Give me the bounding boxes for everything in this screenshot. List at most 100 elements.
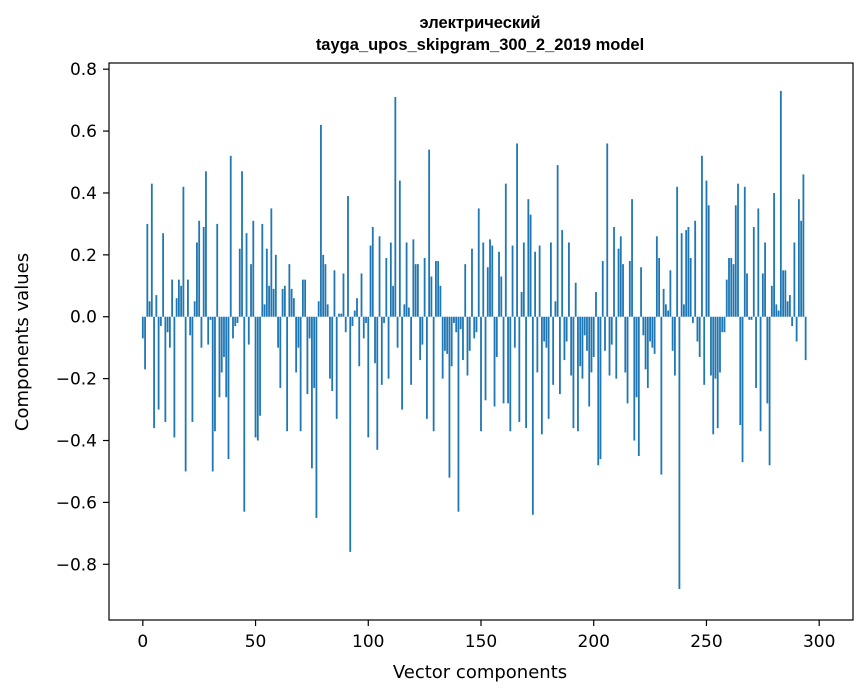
bar [574,282,577,317]
bar [549,242,552,317]
bar [423,257,426,317]
bar [322,254,325,317]
bar [750,316,753,320]
bar [211,316,214,472]
bar [491,245,494,317]
bar [338,313,340,317]
bar [367,316,370,438]
bar [281,288,284,317]
bar [446,316,449,354]
bar [793,242,796,317]
bar [552,316,555,385]
bar [662,288,665,317]
bar [741,316,744,463]
bar [441,316,444,379]
bar [710,316,712,376]
bar [205,171,207,317]
bar [779,90,782,317]
bar [311,316,313,469]
bar [728,257,730,317]
bar [759,316,762,432]
bar [635,316,638,398]
bar [301,279,304,317]
bar [714,316,717,379]
bar [633,316,636,441]
bar [788,295,791,317]
bar [166,316,169,333]
bar [283,285,286,317]
bar [419,316,422,361]
bar [457,316,460,512]
bar [459,316,462,330]
bar [565,316,568,342]
bar [220,316,223,373]
bar [590,316,593,373]
bar [347,196,349,317]
bar [250,264,252,317]
bar [477,208,480,317]
y-tick-label: 0.8 [70,60,97,80]
bar [581,316,584,379]
bar [378,236,381,317]
bar [329,316,331,379]
bar [398,180,401,317]
bar [437,261,440,317]
bar [752,227,755,317]
bar [175,298,178,317]
bar [450,316,453,367]
bar [229,155,232,317]
bar [317,301,320,317]
bar [572,316,575,429]
x-axis-label: Vector components [393,662,567,683]
bar [622,264,624,317]
bar [583,316,586,336]
bar [489,239,491,317]
bar [507,316,509,404]
y-tick-label: −0.2 [56,370,97,390]
bar [187,279,189,317]
bar [705,180,708,317]
bar [676,186,679,317]
bar [369,245,372,317]
bar [716,316,719,429]
bar [252,220,255,317]
bar [272,288,275,317]
bar [529,214,532,317]
y-tick-label: 0.0 [70,308,97,328]
bar [279,316,282,388]
bar [241,171,243,317]
bar [394,97,397,317]
bar [786,301,789,317]
bar [247,316,250,345]
bar [200,316,203,348]
bar [556,165,559,317]
bar [171,279,174,317]
bar [732,264,735,317]
bar [414,264,417,317]
bar [439,285,442,317]
bar [800,220,803,317]
bar [326,304,329,317]
bar [649,316,651,342]
bar [471,248,473,317]
bar [180,285,183,317]
bar [308,316,311,339]
axes-frame [108,62,854,621]
bar [516,143,518,317]
bar [396,316,399,348]
bar [797,199,800,317]
bar [628,261,631,317]
bar [493,316,496,407]
bar [475,316,478,333]
bar [737,183,739,317]
bar [712,316,715,435]
bar [360,273,363,317]
bar [193,301,196,317]
bar [430,276,433,317]
bar [421,316,424,345]
bar [547,316,550,419]
bar [295,316,298,373]
bar [646,316,649,388]
bar [150,183,153,317]
